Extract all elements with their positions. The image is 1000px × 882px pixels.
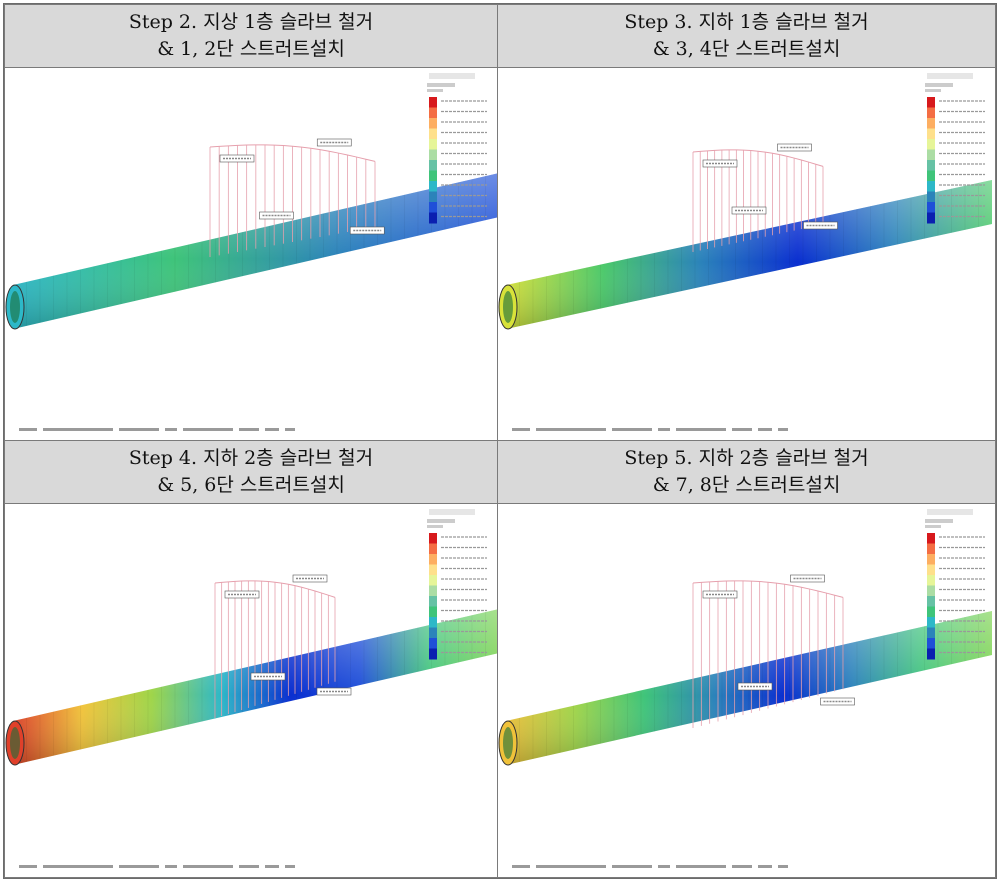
panel-header: Step 4. 지하 2층 슬라브 철거 & 5, 6단 스트러트설치 bbox=[5, 441, 497, 504]
panel-header: Step 5. 지하 2층 슬라브 철거 & 7, 8단 스트러트설치 bbox=[498, 441, 995, 504]
status-footer bbox=[19, 428, 295, 431]
wall-displacement-profile bbox=[692, 580, 844, 728]
panel-title-line1: Step 2. 지상 1층 슬라브 철거 bbox=[128, 11, 374, 33]
midas-logo bbox=[927, 509, 973, 515]
contour-legend bbox=[427, 519, 487, 660]
wall-displacement-profile bbox=[214, 580, 336, 718]
panel-title-line1: Step 5. 지하 2층 슬라브 철거 bbox=[624, 447, 869, 469]
panel-step-3: Step 3. 지하 1층 슬라브 철거 & 3, 4단 스트러트설치 bbox=[497, 4, 996, 441]
contour-plot bbox=[498, 73, 992, 431]
analysis-view bbox=[498, 67, 995, 440]
contour-legend bbox=[427, 83, 487, 224]
contour-legend bbox=[925, 83, 985, 224]
panel-title-line2: & 1, 2단 스트러트설치 bbox=[157, 38, 345, 60]
midas-logo bbox=[429, 509, 475, 515]
status-footer bbox=[512, 428, 788, 431]
contour-legend bbox=[925, 519, 985, 660]
midas-logo bbox=[429, 73, 475, 79]
panel-title-line2: & 5, 6단 스트러트설치 bbox=[157, 474, 345, 496]
panel-header: Step 3. 지하 1층 슬라브 철거 & 3, 4단 스트러트설치 bbox=[498, 5, 995, 68]
contour-plot bbox=[498, 509, 992, 868]
panel-title-line2: & 3, 4단 스트러트설치 bbox=[652, 38, 841, 60]
analysis-view bbox=[5, 503, 497, 877]
status-footer bbox=[19, 865, 295, 868]
panel-step-4: Step 4. 지하 2층 슬라브 철거 & 5, 6단 스트러트설치 bbox=[4, 440, 498, 878]
status-footer bbox=[512, 865, 788, 868]
contour-plot bbox=[5, 509, 497, 868]
wall-displacement-profile bbox=[209, 144, 376, 257]
panel-title-line1: Step 3. 지하 1층 슬라브 철거 bbox=[624, 11, 869, 33]
panel-title-line2: & 7, 8단 스트러트설치 bbox=[652, 474, 841, 496]
panel-header: Step 2. 지상 1층 슬라브 철거 & 1, 2단 스트러트설치 bbox=[5, 5, 497, 68]
midas-logo bbox=[927, 73, 973, 79]
panel-title-line1: Step 4. 지하 2층 슬라브 철거 bbox=[128, 447, 374, 469]
contour-plot bbox=[5, 73, 497, 431]
figure-grid: Step 2. 지상 1층 슬라브 철거 & 1, 2단 스트러트설치 Step… bbox=[3, 3, 997, 879]
analysis-view bbox=[5, 67, 497, 440]
analysis-view bbox=[498, 503, 995, 877]
panel-step-5: Step 5. 지하 2층 슬라브 철거 & 7, 8단 스트러트설치 bbox=[497, 440, 996, 878]
panel-step-2: Step 2. 지상 1층 슬라브 철거 & 1, 2단 스트러트설치 bbox=[4, 4, 498, 441]
